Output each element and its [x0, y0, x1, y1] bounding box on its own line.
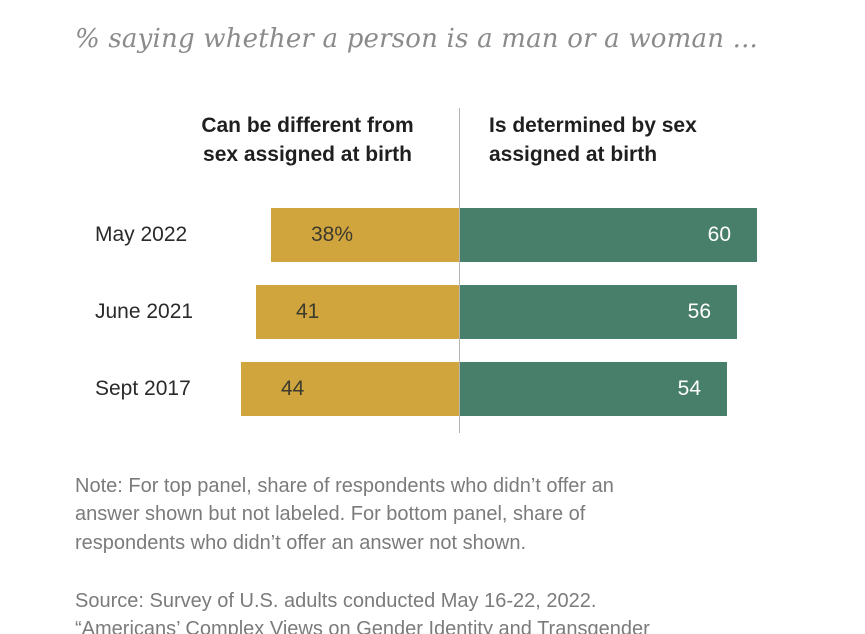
legend-header-right: Is determined by sex assigned at birth	[489, 114, 697, 166]
footnote-block: Note: For top panel, share of respondent…	[75, 443, 735, 634]
bar-value-label: 44	[281, 377, 305, 400]
bar-can-be-different-june-2021: 41	[256, 285, 459, 339]
bar-can-be-different-sept-2017: 44	[241, 362, 459, 416]
chart-title: % saying whether a person is a man or a …	[75, 24, 758, 54]
category-label-sept-2017: Sept 2017	[95, 377, 191, 400]
source-text: Source: Survey of U.S. adults conducted …	[75, 589, 650, 634]
legend-header-left: Can be different from sex assigned at bi…	[201, 114, 414, 166]
category-label-may-2022: May 2022	[95, 223, 188, 246]
bar-value-label: 60	[707, 223, 731, 246]
axis-divider-line	[459, 108, 460, 433]
bar-value-label: 56	[687, 300, 711, 323]
bar-determined-by-sex-may-2022: 60	[460, 208, 757, 262]
note-text: Note: For top panel, share of respondent…	[75, 474, 614, 555]
category-label-june-2021: June 2021	[95, 300, 194, 323]
bar-can-be-different-may-2022: 38%	[271, 208, 459, 262]
bar-value-label: 41	[296, 300, 320, 323]
bar-determined-by-sex-june-2021: 56	[460, 285, 737, 339]
bar-determined-by-sex-sept-2017: 54	[460, 362, 727, 416]
bar-value-label: 54	[677, 377, 701, 400]
bar-value-label: 38%	[311, 223, 354, 246]
